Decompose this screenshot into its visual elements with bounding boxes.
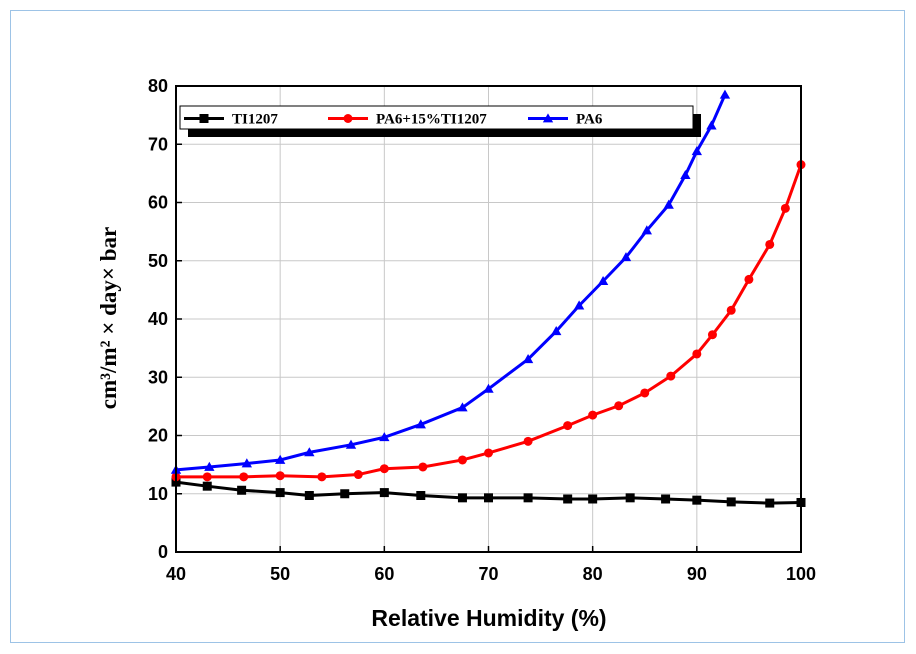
data-point	[663, 199, 674, 209]
data-point	[317, 472, 327, 482]
data-point	[692, 495, 702, 505]
y-axis-label: cm³/m² × day× bar	[96, 227, 121, 409]
data-point	[483, 383, 494, 393]
data-point	[345, 439, 357, 449]
data-point	[304, 447, 315, 457]
y-tick-label: 40	[148, 309, 168, 329]
x-tick-label: 70	[478, 564, 498, 584]
data-point	[202, 481, 212, 491]
legend-label: PA6+15%TI1207	[376, 112, 487, 128]
data-point	[202, 472, 212, 482]
data-point	[379, 432, 390, 442]
data-point	[416, 490, 426, 500]
data-point	[340, 489, 350, 499]
data-point	[588, 494, 598, 504]
data-point	[641, 225, 653, 235]
x-tick-label: 40	[166, 564, 186, 584]
data-point	[563, 494, 573, 504]
series-line	[175, 94, 727, 472]
ticks: 40 50 60 70 80 90 100 0 10 20 30 40 50 60 70 80	[148, 76, 816, 584]
legend-item: PA6+15%TI1207	[328, 112, 487, 128]
legend: TI1207 PA6+15%TI1207 PA6	[179, 105, 701, 137]
data-point	[353, 470, 363, 480]
legend-marker	[343, 114, 353, 123]
x-axis-label: Relative Humidity (%)	[371, 605, 606, 631]
data-point	[415, 419, 426, 429]
y-tick-label: 20	[148, 426, 168, 446]
data-point	[275, 488, 285, 498]
legend-box	[179, 105, 694, 130]
data-point	[706, 120, 717, 130]
data-point	[640, 388, 650, 398]
y-tick-label: 30	[148, 367, 168, 387]
y-tick-label: 60	[148, 193, 168, 213]
series-layer	[170, 89, 806, 508]
x-tick-label: 80	[583, 564, 603, 584]
data-point	[588, 410, 598, 420]
data-point	[744, 274, 754, 284]
legend-item: PA6	[528, 112, 603, 128]
legend-item: TI1207	[184, 112, 278, 128]
data-point	[680, 169, 691, 180]
y-tick-label: 70	[148, 134, 168, 154]
data-point	[523, 493, 533, 503]
x-tick-label: 90	[687, 564, 707, 584]
series-circle	[171, 160, 806, 482]
data-point	[707, 330, 717, 340]
data-point	[597, 275, 609, 286]
data-point	[563, 421, 573, 431]
data-point	[241, 458, 253, 468]
y-tick-label: 50	[148, 251, 168, 271]
data-point	[522, 354, 534, 364]
data-point	[379, 488, 389, 498]
data-point	[204, 461, 215, 471]
legend-marker	[542, 113, 554, 123]
data-point	[418, 462, 428, 472]
legend-marker	[199, 114, 209, 123]
data-point	[765, 239, 775, 249]
legend-label: TI1207	[232, 112, 278, 128]
data-point	[614, 401, 624, 411]
data-point	[692, 349, 702, 359]
data-point	[726, 305, 736, 315]
data-point	[275, 471, 285, 481]
legend-label: PA6	[576, 112, 603, 128]
y-tick-label: 0	[158, 542, 168, 562]
data-point	[551, 326, 562, 336]
x-tick-label: 60	[374, 564, 394, 584]
data-point	[379, 464, 389, 474]
series-triangle	[170, 89, 731, 474]
y-tick-label: 10	[148, 484, 168, 504]
data-point	[691, 146, 703, 156]
data-point	[625, 493, 635, 503]
data-point	[274, 454, 286, 464]
data-point	[666, 371, 676, 381]
data-point	[523, 436, 533, 446]
data-point	[239, 472, 249, 482]
data-point	[484, 448, 493, 458]
data-point	[661, 494, 671, 504]
data-point	[457, 493, 467, 503]
data-point	[573, 300, 585, 310]
data-point	[726, 497, 736, 507]
grid	[175, 85, 802, 553]
data-point	[620, 252, 632, 262]
data-point	[237, 485, 247, 495]
data-point	[719, 89, 731, 99]
x-tick-label: 50	[270, 564, 290, 584]
data-point	[780, 203, 790, 213]
x-tick-label: 100	[786, 564, 816, 584]
data-point	[457, 402, 468, 412]
data-point	[304, 490, 314, 500]
data-point	[484, 493, 493, 503]
data-point	[765, 498, 775, 508]
y-tick-label: 80	[148, 76, 168, 96]
data-point	[457, 455, 467, 465]
